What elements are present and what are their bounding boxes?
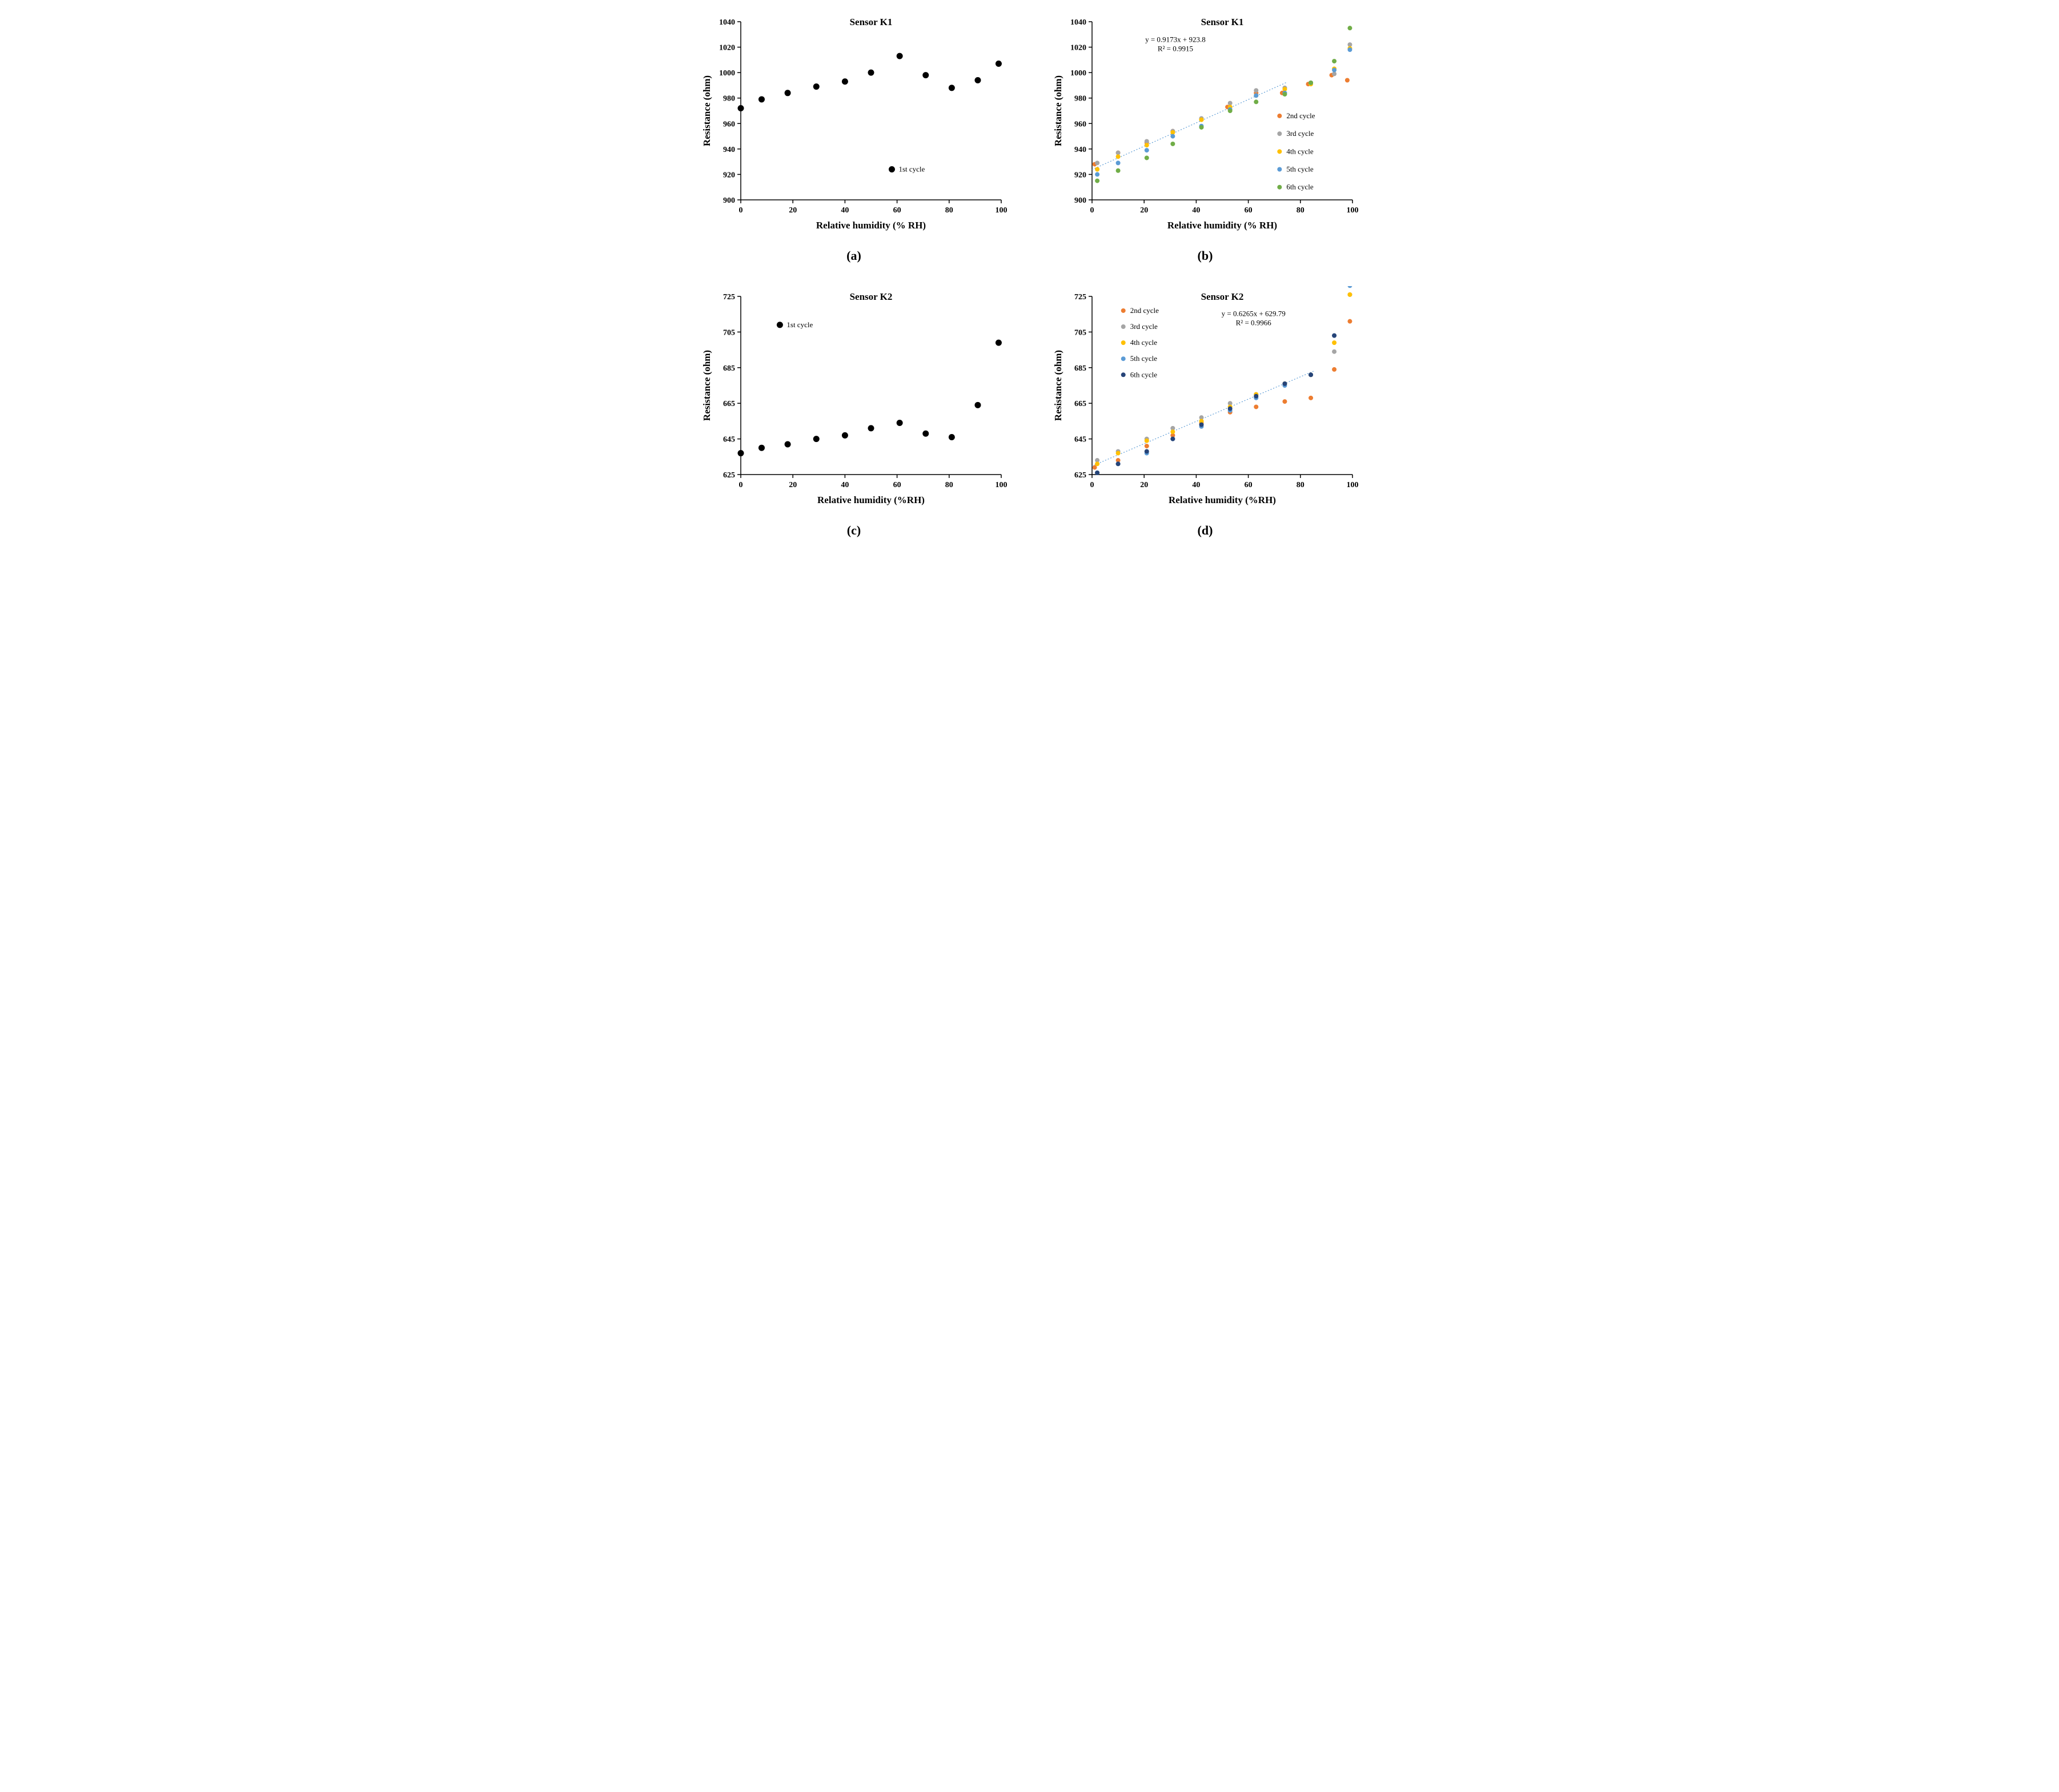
svg-text:80: 80 [1297, 206, 1305, 215]
svg-text:920: 920 [1074, 171, 1086, 179]
svg-text:60: 60 [1245, 481, 1253, 489]
svg-text:0: 0 [739, 206, 743, 215]
svg-text:960: 960 [1074, 120, 1086, 128]
svg-text:705: 705 [1074, 328, 1086, 337]
svg-text:100: 100 [996, 206, 1008, 215]
svg-text:6th cycle: 6th cycle [1286, 183, 1314, 191]
svg-text:40: 40 [1192, 481, 1200, 489]
svg-text:Resistance (ohm): Resistance (ohm) [701, 350, 712, 421]
svg-text:960: 960 [723, 120, 735, 128]
svg-text:Resistance (ohm): Resistance (ohm) [1053, 350, 1063, 421]
svg-text:3rd cycle: 3rd cycle [1286, 129, 1314, 138]
panel-a: 0 20 40 60 80 100 900 920 940 960 980 1000 1020 1040 R… [687, 11, 1021, 263]
svg-text:1020: 1020 [719, 44, 735, 53]
svg-text:Sensor K1: Sensor K1 [1201, 17, 1244, 27]
svg-text:20: 20 [789, 481, 797, 489]
panel-c: 0 20 40 60 80 100 625 645 665 685 705 725 Relative h… [687, 286, 1021, 538]
svg-text:80: 80 [945, 481, 953, 489]
svg-text:5th cycle: 5th cycle [1130, 354, 1158, 363]
svg-text:725: 725 [723, 293, 735, 302]
svg-text:940: 940 [1074, 146, 1086, 154]
svg-text:40: 40 [1192, 206, 1200, 215]
svg-text:80: 80 [1297, 481, 1305, 489]
svg-text:Relative humidity (%RH): Relative humidity (%RH) [817, 495, 925, 505]
svg-text:40: 40 [841, 206, 849, 215]
svg-text:6th cycle: 6th cycle [1130, 370, 1158, 379]
chart-grid: 020406080100900920940960980100010201040R… [687, 11, 1372, 538]
sublabel-b: (b) [1198, 248, 1213, 263]
svg-text:Sensor K1: Sensor K1 [850, 17, 893, 27]
chart-b: 0 20 40 60 80 100 900 920 940 960 980 1000 1020 1040 R… [1051, 11, 1359, 234]
svg-text:1040: 1040 [719, 18, 735, 27]
svg-text:y = 0.6265x + 629.79: y = 0.6265x + 629.79 [1222, 309, 1286, 318]
chart-a: 0 20 40 60 80 100 900 920 940 960 980 1000 1020 1040 R… [700, 11, 1008, 234]
svg-text:60: 60 [1245, 206, 1253, 215]
svg-text:3rd cycle: 3rd cycle [1130, 322, 1158, 331]
svg-text:4th cycle: 4th cycle [1130, 338, 1158, 347]
svg-text:60: 60 [893, 481, 901, 489]
svg-text:685: 685 [723, 364, 735, 373]
svg-text:4th cycle: 4th cycle [1286, 147, 1314, 155]
panel-d: 0 20 40 60 80 100 625 645 665 685 705 725 Relative h… [1038, 286, 1372, 538]
svg-text:665: 665 [723, 400, 735, 408]
svg-text:900: 900 [723, 196, 735, 205]
svg-text:900: 900 [1074, 196, 1086, 205]
svg-text:Resistance (ohm): Resistance (ohm) [1053, 75, 1063, 146]
panel-b: 0 20 40 60 80 100 900 920 940 960 980 1000 1020 1040 R… [1038, 11, 1372, 263]
svg-text:Sensor K2: Sensor K2 [1201, 291, 1244, 302]
svg-text:Relative humidity (% RH): Relative humidity (% RH) [816, 220, 926, 231]
svg-text:100: 100 [1347, 206, 1359, 215]
svg-text:R² = 0.9966: R² = 0.9966 [1236, 318, 1272, 327]
svg-text:0: 0 [1090, 481, 1094, 489]
svg-text:1040: 1040 [1070, 18, 1086, 27]
svg-text:980: 980 [1074, 95, 1086, 103]
svg-text:40: 40 [841, 481, 849, 489]
svg-text:645: 645 [1074, 436, 1086, 444]
svg-text:685: 685 [1074, 364, 1086, 373]
svg-text:Relative humidity (%RH): Relative humidity (%RH) [1169, 495, 1276, 505]
svg-text:625: 625 [723, 471, 735, 480]
svg-text:940: 940 [723, 146, 735, 154]
svg-text:Sensor K2: Sensor K2 [850, 291, 893, 302]
chart-d: 0 20 40 60 80 100 625 645 665 685 705 725 Relative h… [1051, 286, 1359, 509]
sublabel-a: (a) [846, 248, 861, 263]
svg-text:5th cycle: 5th cycle [1286, 165, 1314, 174]
svg-text:1st cycle: 1st cycle [786, 320, 813, 329]
svg-text:665: 665 [1074, 400, 1086, 408]
svg-text:1000: 1000 [1070, 69, 1086, 78]
svg-text:0: 0 [1090, 206, 1094, 215]
svg-text:20: 20 [789, 206, 797, 215]
svg-text:0: 0 [739, 481, 743, 489]
svg-text:920: 920 [723, 171, 735, 179]
svg-text:R² = 0.9915: R² = 0.9915 [1158, 45, 1193, 53]
svg-text:980: 980 [723, 95, 735, 103]
svg-text:1st cycle: 1st cycle [898, 165, 925, 174]
svg-text:2nd cycle: 2nd cycle [1286, 111, 1315, 120]
svg-text:100: 100 [1347, 481, 1359, 489]
chart-c: 0 20 40 60 80 100 625 645 665 685 705 725 Relative h… [700, 286, 1008, 509]
svg-text:705: 705 [723, 328, 735, 337]
sublabel-c: (c) [847, 523, 861, 538]
svg-text:725: 725 [1074, 293, 1086, 302]
svg-text:645: 645 [723, 436, 735, 444]
sublabel-d: (d) [1198, 523, 1213, 538]
svg-text:625: 625 [1074, 471, 1086, 480]
svg-text:20: 20 [1140, 481, 1148, 489]
svg-text:100: 100 [996, 481, 1008, 489]
svg-text:60: 60 [893, 206, 901, 215]
svg-text:20: 20 [1140, 206, 1148, 215]
svg-text:1020: 1020 [1070, 44, 1086, 53]
svg-text:Resistance (ohm): Resistance (ohm) [701, 75, 712, 146]
svg-text:y = 0.9173x + 923.8: y = 0.9173x + 923.8 [1145, 35, 1206, 44]
svg-text:2nd cycle: 2nd cycle [1130, 306, 1159, 315]
svg-text:1000: 1000 [719, 69, 735, 78]
svg-text:Relative humidity (% RH): Relative humidity (% RH) [1167, 220, 1277, 231]
svg-text:80: 80 [945, 206, 953, 215]
